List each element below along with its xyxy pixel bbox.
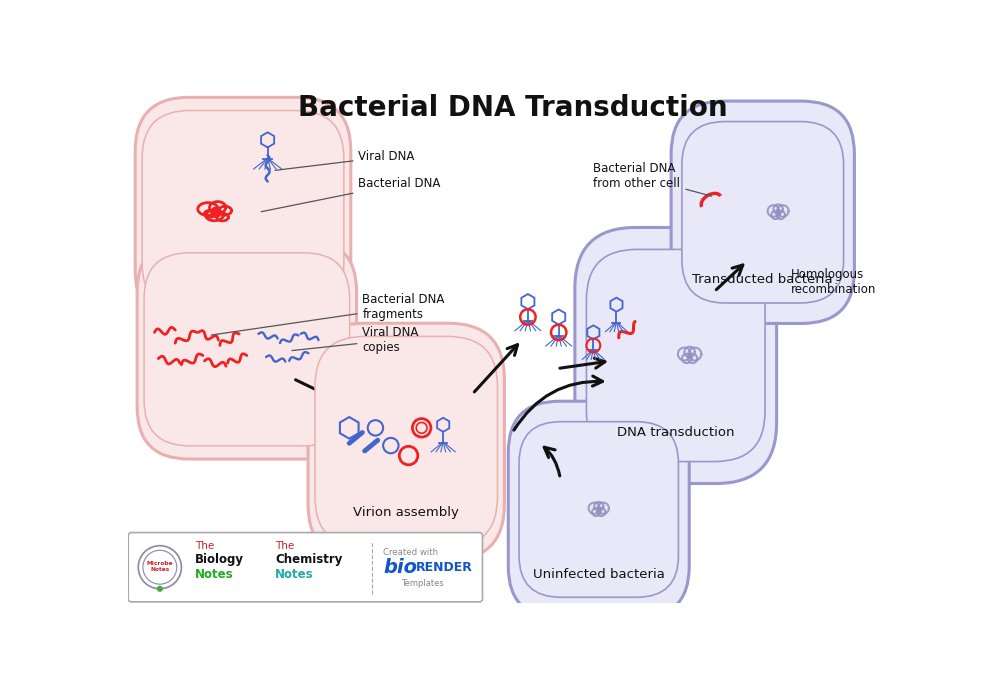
Text: DNA transduction: DNA transduction bbox=[617, 426, 734, 439]
Circle shape bbox=[138, 546, 181, 589]
FancyBboxPatch shape bbox=[519, 422, 678, 597]
Text: Notes: Notes bbox=[150, 567, 169, 572]
FancyBboxPatch shape bbox=[142, 111, 344, 311]
Text: Bacterial DNA
fragments: Bacterial DNA fragments bbox=[211, 293, 445, 335]
Text: Viral DNA: Viral DNA bbox=[275, 151, 415, 170]
Text: Uninfected bacteria: Uninfected bacteria bbox=[533, 568, 665, 581]
Text: The: The bbox=[195, 542, 215, 551]
Text: Viral DNA
copies: Viral DNA copies bbox=[292, 326, 419, 354]
Text: Bacterial DNA: Bacterial DNA bbox=[261, 177, 441, 212]
Text: Transducted bacteria: Transducted bacteria bbox=[692, 273, 833, 286]
FancyBboxPatch shape bbox=[575, 227, 777, 483]
FancyBboxPatch shape bbox=[508, 401, 689, 618]
FancyBboxPatch shape bbox=[308, 323, 504, 560]
FancyBboxPatch shape bbox=[128, 533, 482, 602]
Text: Homologous
recombination: Homologous recombination bbox=[791, 268, 877, 296]
Text: Notes: Notes bbox=[275, 567, 314, 580]
Text: The: The bbox=[275, 542, 295, 551]
FancyBboxPatch shape bbox=[682, 121, 844, 303]
Text: Notes: Notes bbox=[195, 567, 234, 580]
Circle shape bbox=[143, 551, 177, 584]
Circle shape bbox=[451, 388, 485, 422]
Text: Bacterial DNA Transduction: Bacterial DNA Transduction bbox=[298, 94, 727, 121]
FancyBboxPatch shape bbox=[137, 239, 357, 459]
Text: Virion assembly: Virion assembly bbox=[353, 506, 459, 519]
Text: Biology: Biology bbox=[195, 553, 244, 566]
Text: RENDER: RENDER bbox=[416, 561, 473, 574]
Text: Bacterial DNA
from other cell: Bacterial DNA from other cell bbox=[593, 162, 712, 196]
FancyBboxPatch shape bbox=[315, 336, 497, 547]
Text: Chemistry: Chemistry bbox=[275, 553, 343, 566]
Text: Microbe: Microbe bbox=[147, 561, 173, 566]
FancyBboxPatch shape bbox=[144, 253, 350, 446]
Text: Templates: Templates bbox=[401, 579, 444, 588]
FancyBboxPatch shape bbox=[586, 250, 765, 462]
Text: Created with: Created with bbox=[383, 548, 438, 557]
Circle shape bbox=[157, 586, 163, 592]
FancyBboxPatch shape bbox=[671, 101, 854, 323]
FancyBboxPatch shape bbox=[135, 98, 351, 324]
Text: bio: bio bbox=[383, 558, 417, 577]
